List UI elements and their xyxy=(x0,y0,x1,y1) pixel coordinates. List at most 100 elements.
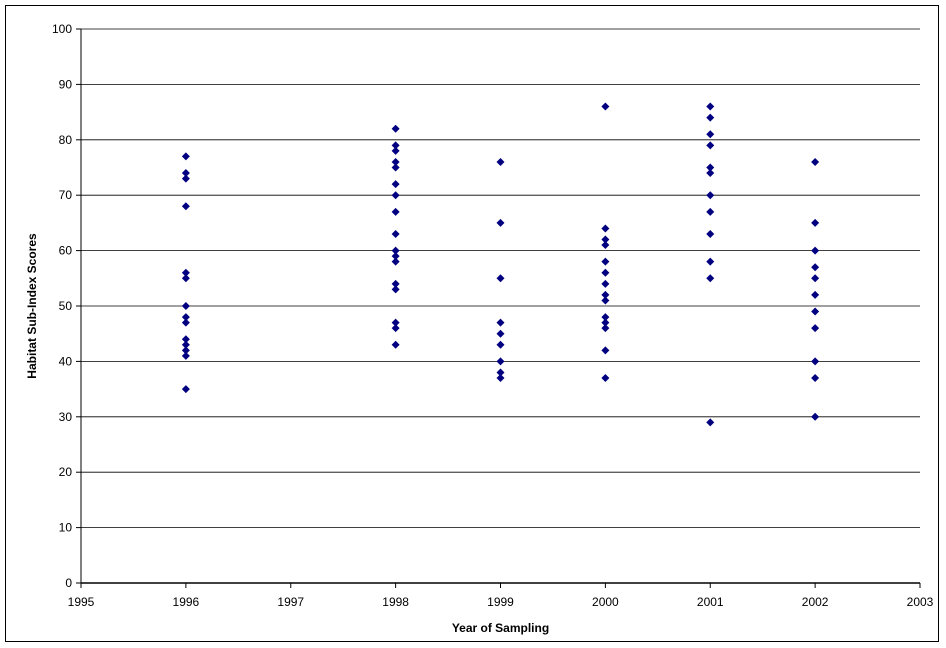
data-point xyxy=(811,290,820,299)
y-tick-label: 80 xyxy=(59,133,73,147)
data-point xyxy=(496,318,505,327)
data-point xyxy=(811,157,820,166)
data-point xyxy=(706,169,715,178)
data-point xyxy=(811,412,820,421)
data-point xyxy=(391,257,400,266)
data-point xyxy=(496,368,505,377)
y-tick-label: 0 xyxy=(65,576,72,590)
data-point xyxy=(391,157,400,166)
x-tick-label: 1996 xyxy=(173,595,200,609)
data-point xyxy=(706,102,715,111)
data-point xyxy=(706,163,715,172)
axes xyxy=(76,28,921,588)
data-point xyxy=(601,296,610,305)
data-point xyxy=(496,357,505,366)
data-point xyxy=(706,207,715,216)
y-tick-label: 50 xyxy=(59,299,73,313)
data-point xyxy=(391,141,400,150)
data-point xyxy=(706,257,715,266)
data-point xyxy=(181,313,190,322)
data-point xyxy=(601,313,610,322)
data-point xyxy=(811,246,820,255)
data-points xyxy=(181,102,820,427)
gridlines xyxy=(81,28,920,528)
data-point xyxy=(181,174,190,183)
y-tick-label: 90 xyxy=(59,77,73,91)
data-point xyxy=(706,130,715,139)
data-point xyxy=(181,346,190,355)
data-point xyxy=(811,218,820,227)
data-point xyxy=(391,124,400,133)
data-point xyxy=(496,157,505,166)
x-tick-label: 1997 xyxy=(277,595,304,609)
data-point xyxy=(811,307,820,316)
data-point xyxy=(601,290,610,299)
data-point xyxy=(496,329,505,338)
data-point xyxy=(601,279,610,288)
chart-frame xyxy=(5,5,939,642)
data-point xyxy=(181,268,190,277)
data-point xyxy=(391,324,400,333)
x-tick-labels: 1995 1996 1997 1998 1999 2000 2001 2002 2003 xyxy=(68,595,934,609)
x-tick-label: 2003 xyxy=(907,595,934,609)
data-point xyxy=(391,340,400,349)
data-point xyxy=(811,274,820,283)
data-point xyxy=(496,374,505,383)
data-point xyxy=(601,318,610,327)
data-point xyxy=(601,224,610,233)
x-tick-label: 2000 xyxy=(592,595,619,609)
x-tick-label: 2002 xyxy=(802,595,829,609)
x-tick-label: 2001 xyxy=(697,595,724,609)
x-tick-label: 1999 xyxy=(487,595,514,609)
data-point xyxy=(706,229,715,238)
data-point xyxy=(811,263,820,272)
data-point xyxy=(181,340,190,349)
data-point xyxy=(496,218,505,227)
y-tick-label: 20 xyxy=(59,465,73,479)
data-point xyxy=(391,246,400,255)
data-point xyxy=(601,374,610,383)
x-axis-title: Year of Sampling xyxy=(452,621,549,635)
x-tick-label: 1995 xyxy=(68,595,95,609)
data-point xyxy=(601,102,610,111)
data-point xyxy=(181,202,190,211)
y-tick-label: 60 xyxy=(59,244,73,258)
y-tick-label: 40 xyxy=(59,354,73,368)
data-point xyxy=(811,324,820,333)
data-point xyxy=(391,285,400,294)
data-point xyxy=(601,241,610,250)
data-point xyxy=(391,163,400,172)
data-point xyxy=(601,235,610,244)
data-point xyxy=(706,418,715,427)
data-point xyxy=(706,141,715,150)
data-point xyxy=(181,385,190,394)
data-point xyxy=(181,152,190,161)
x-tick-label: 1998 xyxy=(382,595,409,609)
data-point xyxy=(181,318,190,327)
y-axis-title: Habitat Sub-Index Scores xyxy=(25,233,39,379)
data-point xyxy=(811,357,820,366)
data-point xyxy=(391,146,400,155)
y-tick-label: 100 xyxy=(52,22,72,36)
y-tick-label: 70 xyxy=(59,188,73,202)
data-point xyxy=(181,274,190,283)
data-point xyxy=(391,318,400,327)
data-point xyxy=(391,229,400,238)
data-point xyxy=(391,207,400,216)
data-point xyxy=(706,113,715,122)
data-point xyxy=(391,180,400,189)
data-point xyxy=(601,346,610,355)
data-point xyxy=(601,257,610,266)
data-point xyxy=(496,274,505,283)
data-point xyxy=(391,191,400,200)
data-point xyxy=(706,274,715,283)
data-point xyxy=(391,252,400,261)
data-point xyxy=(496,340,505,349)
data-point xyxy=(181,302,190,310)
y-tick-label: 10 xyxy=(59,521,73,535)
data-point xyxy=(601,268,610,277)
data-point xyxy=(181,351,190,360)
data-point xyxy=(706,191,715,200)
y-tick-label: 30 xyxy=(59,410,73,424)
